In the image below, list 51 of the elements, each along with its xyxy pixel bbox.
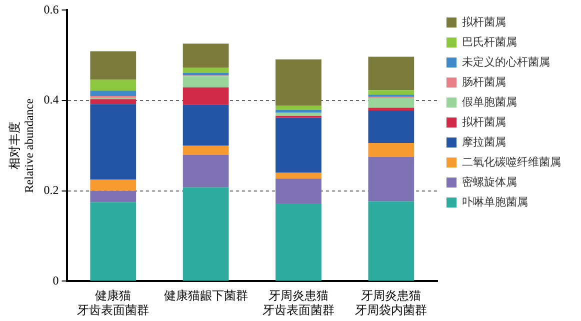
bar xyxy=(182,44,229,68)
legend-label: 假单胞菌属 xyxy=(462,95,517,108)
bar xyxy=(368,156,414,202)
legend-label: 未定义的心杆菌属 xyxy=(462,55,550,68)
bar xyxy=(368,142,414,157)
bar xyxy=(90,104,136,180)
y-axis-title: 相对丰度 Relative abundance xyxy=(7,98,36,193)
legend-label: 密螺旋体属 xyxy=(462,175,517,188)
x-tick-label: 牙周炎患猫牙周袋内菌群 xyxy=(355,288,428,317)
bar xyxy=(182,76,229,88)
x-tick-label: 健康猫牙齿表面菌群 xyxy=(77,288,150,317)
bar xyxy=(276,110,322,113)
bar xyxy=(276,59,322,106)
x-tick-label: 健康猫龈下菌群 xyxy=(164,288,248,303)
bar xyxy=(368,110,414,143)
bar xyxy=(182,146,229,155)
x-tick-label: 牙周炎患猫牙齿表面菌群 xyxy=(262,288,334,317)
y-tick-label: 0.2 xyxy=(44,183,59,198)
legend-label: 肠杆菌属 xyxy=(462,75,506,88)
bar xyxy=(90,80,136,91)
bar xyxy=(90,90,136,96)
y-tick-label: 0 xyxy=(52,273,59,288)
bar xyxy=(276,118,322,173)
bar xyxy=(90,202,136,281)
legend-label: 二氧化碳噬纤维菌属 xyxy=(462,155,561,168)
y-tick-label: 0.6 xyxy=(44,2,59,16)
legend-label: 卟啉单胞菌属 xyxy=(462,195,528,208)
legend-label: 巴氏杆菌属 xyxy=(462,35,517,48)
bar xyxy=(276,106,322,110)
bar xyxy=(182,68,229,73)
bar xyxy=(182,154,229,188)
bar xyxy=(182,87,229,105)
bar xyxy=(368,201,414,281)
bar xyxy=(90,190,136,202)
bar xyxy=(276,204,322,281)
legend-label: 拟杆菌属 xyxy=(462,115,506,128)
bar xyxy=(368,90,414,95)
bar xyxy=(90,180,136,191)
bar xyxy=(368,108,414,110)
bar xyxy=(276,178,322,204)
bar xyxy=(276,112,322,116)
bar xyxy=(182,187,229,281)
legend-label: 拟杆菌属 xyxy=(462,15,506,28)
bar xyxy=(182,104,229,146)
y-tick-label: 0.4 xyxy=(44,92,59,107)
bar xyxy=(368,98,414,108)
legend-label: 摩拉菌属 xyxy=(462,135,506,148)
bar xyxy=(90,51,136,80)
bar xyxy=(90,99,136,104)
bar xyxy=(368,56,414,90)
bar xyxy=(276,172,322,179)
